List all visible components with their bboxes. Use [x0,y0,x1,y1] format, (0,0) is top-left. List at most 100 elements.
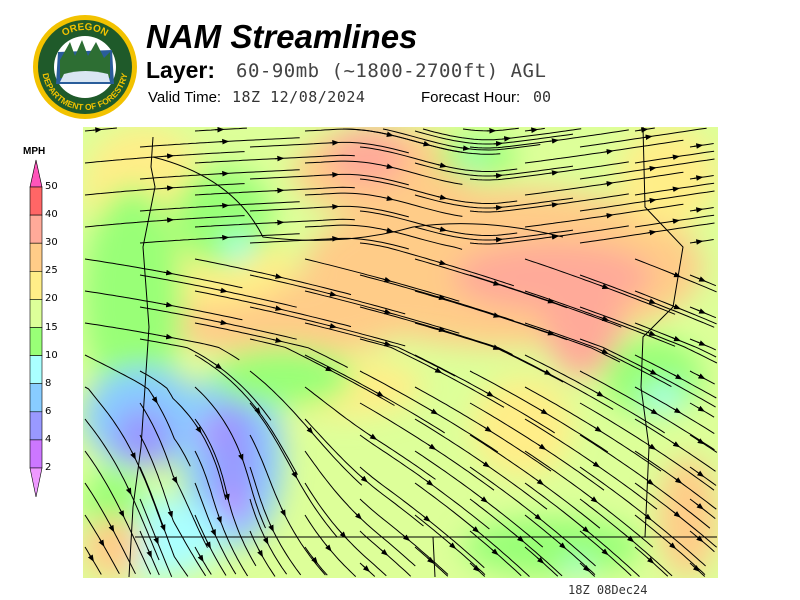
streamline-arrow [362,565,370,573]
streamline-arrow [384,227,394,233]
streamline-arrow [433,367,443,374]
streamline-arrow [436,294,447,300]
streamline-arrow [384,195,394,201]
streamline-arrow [582,565,590,572]
streamline-arrow [164,153,175,159]
streamline-arrow [693,143,704,149]
streamline-arrow [696,503,704,510]
streamline [469,338,614,410]
streamline-arrow [163,333,174,340]
speed-shade [463,517,643,577]
streamline-arrow [549,138,559,144]
legend-tick-label: 4 [45,433,52,445]
streamline-arrow [436,326,447,332]
streamline-arrow [672,441,681,448]
streamline-arrow [696,438,705,445]
streamline-arrow [536,478,545,486]
streamline-arrow [375,390,385,397]
streamline-arrow [646,556,655,564]
streamline-arrow [325,544,332,552]
streamline-arrow [528,127,539,133]
streamline-arrow [604,148,614,155]
streamline-arrow [164,217,175,223]
legend-swatch [29,355,43,385]
streamline-arrow [545,298,555,304]
streamline-arrow [672,271,681,278]
streamline-arrow [647,330,657,336]
streamline [422,128,582,141]
streamline-arrow [214,363,223,370]
streamline-arrow [437,226,448,232]
legend-swatch [29,271,43,300]
streamline [194,290,352,328]
oregon-department-of-forestry-logo: OREGON DEPARTMENT OF FORESTRY [33,15,137,119]
streamline-arrow [670,218,680,225]
streamline [469,225,629,245]
streamline [414,322,564,383]
streamline-arrow [542,369,552,376]
streamline-arrow [224,491,230,502]
streamline-arrow [696,405,706,412]
streamline-arrow [536,556,545,564]
streamline-arrow [254,406,261,415]
streamline-arrow [643,134,653,141]
streamline-map [83,127,718,578]
streamline-arrow [382,276,392,283]
speed-shade [113,407,173,467]
legend-swatch [29,383,43,413]
streamline-arrow [163,301,174,308]
streamline [84,183,245,196]
streamline-arrow [483,426,493,433]
streamline-arrow [697,308,707,314]
streamline-arrow [480,496,488,503]
streamline-arrow [549,202,559,208]
streamline-arrow [280,508,286,517]
streamline-arrow [153,535,159,545]
streamline [524,139,684,164]
streamline-arrow [268,523,274,533]
streamline-arrow [626,535,635,543]
legend-tick-label: 6 [45,405,52,417]
streamline-arrow [693,175,704,181]
legend-tick-label: 30 [45,237,58,249]
streamline-arrow [273,273,283,279]
streamline-arrow [425,479,434,486]
streamline-arrow [592,461,601,468]
streamline-arrow [648,369,658,375]
streamline [524,171,684,196]
streamline-arrow [493,140,503,147]
streamline [139,137,300,148]
speed-shade [223,235,253,259]
streamline-arrow [672,335,681,342]
streamline-arrow [646,478,655,486]
streamline-arrow [273,337,283,343]
streamline-arrow [539,408,549,415]
streamline [84,322,240,361]
streamline-arrow [448,542,457,550]
streamline-arrow [558,542,567,550]
streamline [84,258,243,289]
streamline-arrow [647,165,657,172]
streamline [579,127,707,148]
speed-shade [473,377,573,477]
legend-tick-label: 15 [45,321,58,333]
streamline-arrow [421,140,431,147]
streamline-arrow [87,553,94,562]
streamline-arrow [426,556,435,564]
streamline-arrow [692,565,700,572]
streamline-arrow [327,291,337,297]
streamline-arrow [672,303,681,310]
streamline-arrow [125,486,132,496]
streamline-arrow [160,522,166,532]
streamline [84,151,245,164]
streamline-arrow [151,395,158,404]
legend-top-arrow [29,159,43,188]
streamline-arrow [696,470,705,478]
streamline-arrow [118,508,125,518]
streamline-arrow [501,136,512,142]
streamline [139,466,189,577]
streamline [84,290,243,321]
streamline-arrow [360,475,368,483]
streamline-arrow [593,426,603,433]
streamline-arrow [600,315,610,321]
